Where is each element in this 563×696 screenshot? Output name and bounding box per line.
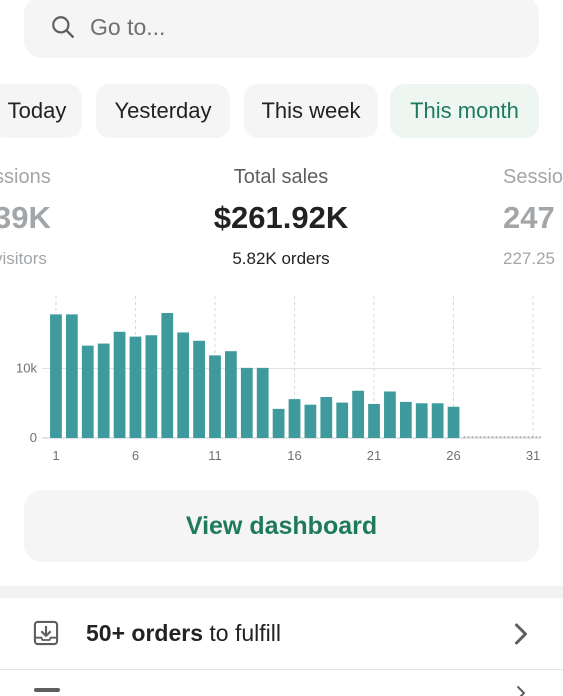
tab-this-month[interactable]: This month bbox=[390, 84, 539, 138]
sales-bar bbox=[65, 314, 78, 438]
download-tray-icon bbox=[33, 620, 59, 646]
sales-bar bbox=[113, 331, 126, 438]
metric-subtext: visitors bbox=[0, 249, 47, 268]
view-dashboard-label: View dashboard bbox=[185, 511, 378, 540]
sales-bar bbox=[288, 399, 301, 438]
x-tick-label: 21 bbox=[367, 448, 381, 463]
task-count: 50+ orders bbox=[86, 620, 203, 646]
tab-label: Today bbox=[7, 98, 67, 123]
sales-bar bbox=[256, 367, 269, 438]
sales-bar bbox=[240, 367, 253, 438]
metric-sessions-partial[interactable]: ssions 39K visitors bbox=[0, 164, 74, 270]
sales-bar bbox=[368, 403, 380, 438]
sales-bar bbox=[161, 313, 174, 438]
chevron-right-icon bbox=[517, 686, 525, 696]
tab-yesterday[interactable]: Yesterday bbox=[96, 84, 230, 138]
sales-bar bbox=[431, 403, 444, 438]
sales-bar bbox=[81, 345, 94, 438]
x-tick-label: 16 bbox=[287, 448, 301, 463]
sales-bar bbox=[447, 406, 460, 438]
section-divider bbox=[0, 586, 563, 598]
sales-bar bbox=[145, 335, 158, 438]
sales-bar bbox=[399, 401, 412, 438]
sales-bar bbox=[129, 336, 142, 438]
metric-value: $261.92K bbox=[213, 200, 349, 235]
search-icon bbox=[52, 16, 74, 38]
x-tick-label: 11 bbox=[208, 448, 222, 463]
y-tick-label: 0 bbox=[30, 430, 37, 445]
tab-today[interactable]: Today bbox=[0, 84, 82, 138]
task-icon bbox=[34, 688, 60, 692]
sales-bar bbox=[177, 332, 190, 438]
sales-bar bbox=[193, 340, 205, 438]
next-task-row-partial[interactable] bbox=[0, 671, 563, 696]
y-tick-label: 10k bbox=[16, 361, 37, 376]
sales-bar bbox=[50, 314, 62, 438]
date-filter-tabs: Today Yesterday This week This month bbox=[0, 84, 563, 138]
metric-label: Sessio bbox=[503, 166, 563, 188]
sales-bar bbox=[97, 343, 110, 438]
metric-value: 39K bbox=[0, 200, 51, 235]
sales-bar bbox=[320, 397, 333, 438]
metric-label: Total sales bbox=[233, 166, 329, 188]
tab-label: This week bbox=[261, 98, 361, 123]
chevron-right-icon bbox=[515, 623, 527, 645]
tab-label: This month bbox=[410, 98, 519, 123]
task-text: 50+ orders to fulfill bbox=[86, 620, 281, 647]
orders-to-fulfill-row[interactable]: 50+ orders to fulfill bbox=[0, 598, 563, 670]
x-tick-label: 1 bbox=[52, 448, 59, 463]
x-tick-label: 26 bbox=[446, 448, 460, 463]
metric-subtext: 227.25 bbox=[503, 249, 555, 268]
metric-value: 247 bbox=[503, 200, 555, 235]
metric-label: ssions bbox=[0, 166, 51, 188]
task-desc: to fulfill bbox=[203, 620, 281, 646]
sales-bar bbox=[352, 390, 364, 438]
sales-bar bbox=[384, 391, 396, 438]
sales-bar bbox=[209, 355, 221, 438]
x-tick-label: 6 bbox=[132, 448, 139, 463]
metric-sessions-right-partial[interactable]: Sessio 247 227.25 bbox=[503, 164, 563, 270]
sales-bar bbox=[304, 404, 317, 438]
tab-label: Yesterday bbox=[114, 98, 212, 123]
x-tick-label: 31 bbox=[526, 448, 540, 463]
search-placeholder: Go to... bbox=[90, 13, 166, 40]
metric-subtext: 5.82K orders bbox=[232, 249, 330, 268]
sales-bar bbox=[415, 403, 428, 438]
sales-bar bbox=[272, 408, 285, 438]
sales-bar bbox=[225, 351, 237, 438]
sales-bar bbox=[336, 402, 349, 438]
metric-total-sales[interactable]: Total sales $261.92K 5.82K orders bbox=[160, 164, 402, 270]
view-dashboard-button[interactable]: View dashboard bbox=[24, 490, 539, 562]
tab-this-week[interactable]: This week bbox=[244, 84, 378, 138]
search-bar[interactable]: Go to... bbox=[24, 0, 539, 58]
